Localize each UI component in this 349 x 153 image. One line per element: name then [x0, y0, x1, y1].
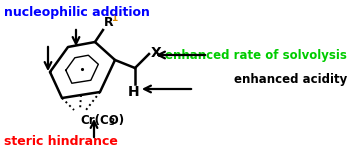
Text: enhanced rate of solvolysis: enhanced rate of solvolysis [165, 49, 347, 62]
Text: 1: 1 [111, 14, 117, 23]
Text: enhanced acidity: enhanced acidity [234, 73, 347, 86]
Text: 3: 3 [108, 118, 114, 127]
Text: nucleophilic addition: nucleophilic addition [4, 6, 150, 19]
Text: H: H [128, 85, 140, 99]
Text: X: X [151, 46, 162, 60]
Text: Cr(CO): Cr(CO) [80, 114, 124, 127]
Text: R: R [104, 16, 114, 29]
Text: steric hindrance: steric hindrance [4, 135, 118, 148]
